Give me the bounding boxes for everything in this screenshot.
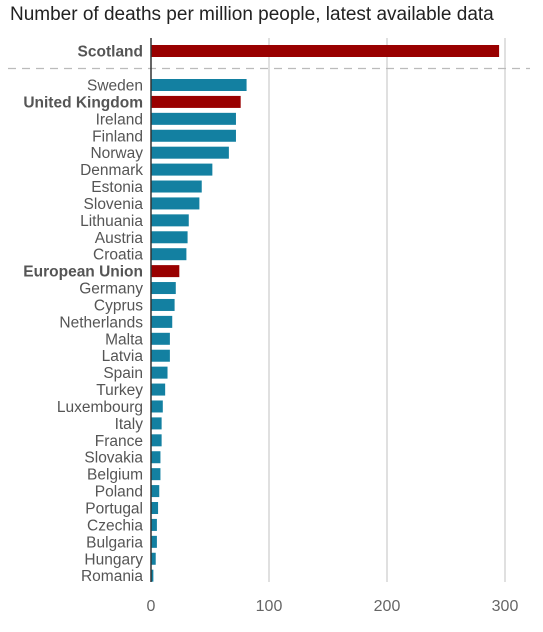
bar-luxembourg [151,400,163,413]
category-label: Romania [81,568,143,585]
category-label: Lithuania [80,213,143,230]
category-label: Slovakia [84,450,143,467]
bar-lithuania [151,214,189,227]
category-label: United Kingdom [23,94,143,111]
bar-cyprus [151,298,175,311]
bar-croatia [151,248,187,261]
bar-portugal [151,502,159,514]
bar-slovenia [151,197,200,210]
category-label: Portugal [85,501,143,518]
bar-belgium [151,468,161,481]
bars [151,45,500,582]
bar-united-kingdom [151,95,241,108]
bar-bulgaria [151,535,157,548]
bar-hungary [151,552,156,565]
chart-subtitle: Number of deaths per million people, lat… [10,4,494,25]
bar-spain [151,366,168,379]
category-label: Bulgaria [86,534,143,551]
bar-italy [151,417,162,430]
category-label: Ireland [96,111,143,128]
bar-germany [151,282,176,295]
category-label: Germany [79,281,143,298]
bar-slovakia [151,451,161,464]
category-label: Estonia [91,179,143,196]
category-label: Finland [92,128,143,145]
category-label: Scotland [78,44,143,61]
category-label: Spain [103,365,143,382]
x-tick-label: 0 [147,598,156,615]
category-label: Norway [90,145,143,162]
category-label: Luxembourg [57,399,143,416]
x-tick-labels: 0 100 200 300 [147,598,519,615]
category-label: Sweden [87,78,143,95]
grid-lines [268,38,506,582]
category-label: Belgium [87,467,143,484]
bar-denmark [151,163,213,176]
category-label: Turkey [96,382,143,399]
bar-latvia [151,349,170,362]
bar-turkey [151,383,166,396]
bar-norway [151,146,229,159]
category-label: Latvia [102,348,144,365]
x-tick-label: 100 [256,598,283,615]
bar-estonia [151,180,202,193]
category-label: Denmark [80,162,143,179]
x-tick-label: 300 [492,598,519,615]
category-label: France [95,433,143,450]
bar-czechia [151,518,157,531]
bar-sweden [151,79,247,91]
category-label: Czechia [87,517,143,534]
category-label: European Union [23,264,143,281]
bar-austria [151,231,188,244]
category-label: Italy [115,416,144,433]
category-label: Malta [105,331,143,348]
bar-france [151,434,162,447]
bar-malta [151,332,170,345]
category-label: Poland [95,484,143,501]
category-label: Netherlands [59,314,143,331]
category-label: Croatia [93,247,143,264]
bar-ireland [151,112,236,125]
x-tick-label: 200 [374,598,401,615]
bar-netherlands [151,315,173,328]
category-label: Cyprus [94,297,143,314]
bar-romania [151,569,154,582]
bar-finland [151,129,236,142]
category-label: Slovenia [84,196,144,213]
category-label: Austria [95,230,144,247]
bar-european-union [151,265,180,278]
bar-scotland [151,45,500,57]
category-label: Hungary [84,551,143,568]
bar-poland [151,485,160,498]
